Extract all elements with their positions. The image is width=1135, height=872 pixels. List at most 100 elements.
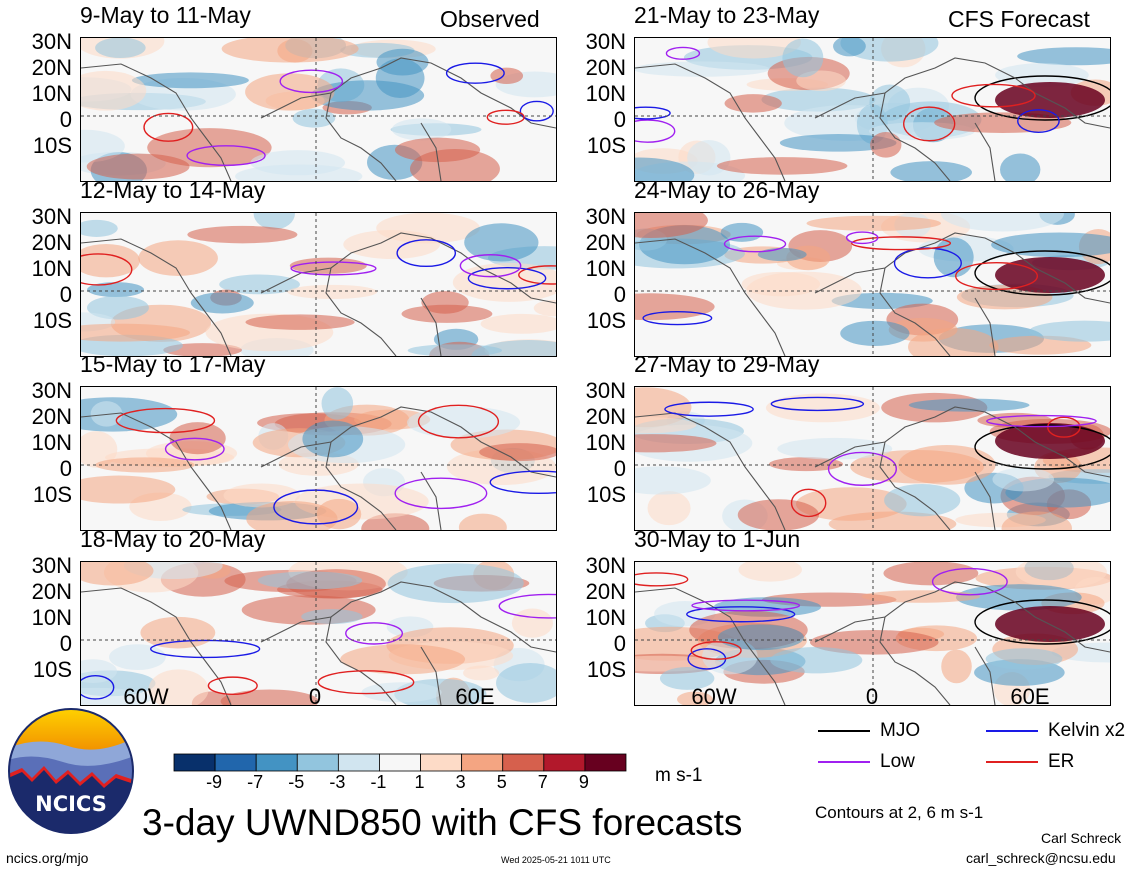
- wind-anomaly-patch: [659, 667, 715, 690]
- er-contour: [790, 488, 827, 518]
- panel-title-right-4: 30-May to 1-Jun: [634, 526, 801, 552]
- low-contour: [723, 235, 787, 253]
- wind-anomaly-patch: [138, 240, 218, 276]
- lon-label-0-left: 0: [308, 684, 322, 709]
- colorbar-tick-label: 3: [455, 772, 466, 792]
- colorbar: [173, 753, 627, 772]
- low-contour: [186, 145, 266, 167]
- coastline: [81, 57, 556, 181]
- wind-anomaly-patch: [716, 157, 848, 175]
- lat-label-10s-left-2: 10S: [32, 308, 72, 333]
- contours-note: Contours at 2, 6 m s-1: [815, 803, 984, 822]
- wind-anomaly-patch: [635, 157, 695, 181]
- wind-anomaly-patch: [768, 457, 844, 472]
- colorbar-tick-label: 9: [578, 772, 589, 792]
- map-panel-right-2: [634, 212, 1111, 357]
- lat-label-30n-right-4: 30N: [585, 553, 626, 578]
- kelvin-contour: [489, 470, 556, 495]
- wind-anomaly-patch: [95, 457, 195, 473]
- wind-anomaly-patch: [464, 223, 539, 262]
- colorbar-segment: [584, 753, 627, 772]
- wind-anomaly-patch: [757, 247, 807, 262]
- main-title: 3-day UWND850 with CFS forecasts: [142, 802, 743, 843]
- lon-label-60w-right: 60W: [691, 684, 737, 709]
- colorbar-tick-label: -1: [370, 772, 387, 792]
- wind-anomaly-patch: [361, 682, 442, 703]
- ncics-logo-text: NCICS: [35, 792, 107, 816]
- lat-label-20n-left-4: 20N: [31, 579, 72, 604]
- wind-anomaly-patch: [782, 38, 824, 78]
- kelvin-contour: [635, 106, 671, 120]
- lon-label-60e-right: 60E: [1010, 684, 1050, 709]
- lat-label-10n-left-2: 10N: [31, 256, 72, 281]
- wind-anomaly-patch: [884, 484, 961, 517]
- colorbar-segment: [255, 753, 298, 772]
- lat-label-20n-left-2: 20N: [31, 230, 72, 255]
- wind-anomaly-patch: [707, 38, 802, 59]
- panel-title-left-4: 18-May to 20-May: [80, 526, 266, 552]
- lat-label-10s-right-3: 10S: [586, 482, 626, 507]
- lat-label-20n-right-1: 20N: [585, 55, 626, 80]
- wind-anomaly-patch: [81, 687, 152, 705]
- wind-anomaly-patch: [463, 665, 500, 681]
- legend-mjo-swatch: [818, 730, 870, 732]
- map-panel-left-4: [80, 561, 557, 706]
- er-contour: [417, 404, 500, 439]
- low-contour: [635, 119, 676, 143]
- lat-label-0-left-4: 0: [59, 631, 72, 656]
- wind-anomaly-patch: [401, 304, 493, 323]
- lon-label-60w-left: 60W: [123, 684, 169, 709]
- lat-label-0-left-3: 0: [59, 456, 72, 481]
- low-contour: [290, 261, 377, 276]
- wind-anomaly-patch: [147, 128, 272, 168]
- wind-anomaly-patch: [647, 491, 691, 526]
- wind-anomaly-patch: [148, 669, 209, 705]
- wind-anomaly-patch: [257, 571, 363, 590]
- map-panel-right-3: [634, 386, 1111, 531]
- wind-anomaly-patch: [95, 38, 146, 59]
- wind-anomaly-patch: [452, 262, 556, 302]
- panel-title-left-3: 15-May to 17-May: [80, 351, 266, 377]
- wind-core-patch: [995, 423, 1105, 459]
- colorbar-tick-label: -5: [288, 772, 305, 792]
- lat-label-20n-left-3: 20N: [31, 404, 72, 429]
- lat-label-30n-right-1: 30N: [585, 29, 626, 54]
- wind-anomaly-patch: [187, 225, 298, 244]
- wind-anomaly-patch: [321, 387, 354, 420]
- wind-anomaly-patch: [941, 649, 972, 684]
- low-contour: [459, 254, 522, 278]
- panel-title-right-1: 21-May to 23-May: [634, 2, 820, 28]
- wind-anomaly-patch: [908, 398, 1030, 412]
- wind-anomaly-patch: [898, 444, 996, 485]
- map-panel-left-2: [80, 212, 557, 357]
- wind-anomaly-patch: [1001, 511, 1072, 530]
- legend-low-swatch: [818, 761, 870, 763]
- lat-label-10n-right-2: 10N: [585, 256, 626, 281]
- colorbar-tick-label: 1: [414, 772, 425, 792]
- colorbar-segment: [214, 753, 257, 772]
- colorbar-segment: [337, 753, 380, 772]
- ncics-logo: NCICS: [8, 708, 134, 834]
- wind-anomaly-patch: [246, 501, 338, 530]
- wind-anomaly-patch: [833, 38, 866, 57]
- colorbar-segment: [420, 753, 463, 772]
- mjo-contour: [974, 424, 1110, 470]
- wind-anomaly-patch: [235, 164, 363, 181]
- coastline: [635, 232, 1110, 356]
- wind-anomaly-patch: [81, 219, 118, 237]
- wind-anomaly-patch: [941, 213, 1064, 232]
- lat-label-10n-right-1: 10N: [585, 81, 626, 106]
- lat-label-10n-left-3: 10N: [31, 430, 72, 455]
- colorbar-tick-label: -7: [247, 772, 264, 792]
- kelvin-contour: [519, 100, 554, 122]
- wind-anomaly-patch: [809, 629, 939, 655]
- wind-anomaly-patch: [717, 624, 804, 651]
- er-contour: [115, 407, 216, 434]
- wind-anomaly-patch: [496, 663, 556, 703]
- lat-label-30n-right-2: 30N: [585, 204, 626, 229]
- wind-anomaly-patch: [376, 48, 429, 76]
- wind-anomaly-patch: [480, 313, 556, 334]
- wind-anomaly-patch: [770, 646, 863, 674]
- wind-anomaly-patch: [991, 232, 1110, 258]
- kelvin-contour: [396, 239, 457, 268]
